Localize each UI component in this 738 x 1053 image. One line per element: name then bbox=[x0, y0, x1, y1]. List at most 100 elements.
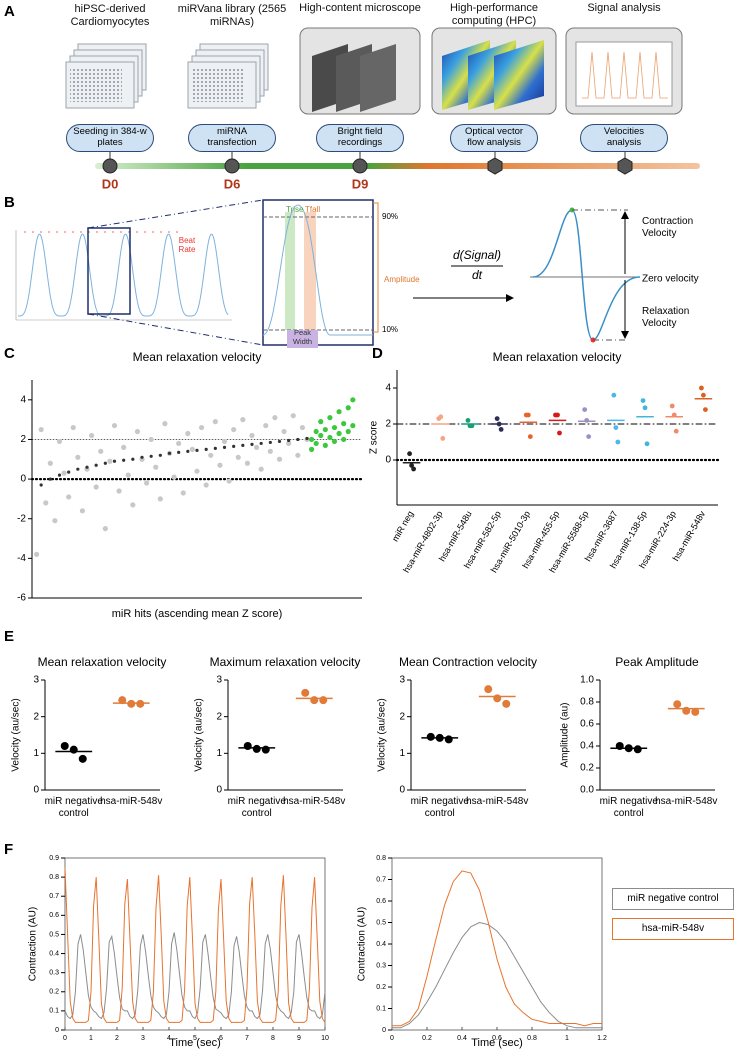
y-tick-label: 0.8 bbox=[580, 697, 594, 708]
action-pill-box: Bright field recordings bbox=[316, 124, 404, 152]
x-tick-label: 1.2 bbox=[597, 1035, 607, 1042]
y-tick-label: 0 bbox=[33, 785, 39, 796]
point bbox=[557, 430, 562, 436]
y-tick-label: 0 bbox=[399, 785, 405, 796]
point bbox=[203, 482, 209, 488]
step-title: Signal analysis bbox=[587, 2, 661, 14]
x-tick-label-box: miR negative control bbox=[600, 796, 658, 819]
step-title: hiPSC-derived Cardiomyocytes bbox=[70, 3, 150, 28]
point bbox=[131, 457, 135, 461]
point bbox=[118, 696, 127, 705]
point bbox=[195, 448, 199, 452]
microscope-images bbox=[312, 44, 396, 112]
x-tick-label-box: miR negative control bbox=[227, 796, 286, 819]
y-tick-label: 0.7 bbox=[49, 893, 59, 900]
x-tick-label: 3 bbox=[141, 1035, 145, 1042]
point bbox=[318, 419, 324, 425]
point bbox=[157, 496, 163, 502]
step-title: High-content microscope bbox=[299, 2, 421, 14]
point bbox=[186, 449, 190, 453]
point bbox=[582, 407, 588, 412]
x-tick-label: hsa-miR-548v bbox=[655, 796, 718, 807]
point bbox=[313, 428, 319, 435]
x-tick-label-box: hsa-miR-548v bbox=[283, 796, 345, 807]
formula: d(Signal) bbox=[453, 248, 501, 262]
point bbox=[261, 745, 270, 754]
x-tick-label: 4 bbox=[167, 1035, 171, 1042]
point bbox=[633, 745, 642, 754]
panel-a-art bbox=[65, 27, 700, 175]
point bbox=[308, 446, 315, 452]
point bbox=[341, 421, 347, 427]
x-tick-label-box: miR negative control bbox=[411, 796, 469, 819]
y-tick-label: 0.5 bbox=[376, 919, 386, 926]
action-pill: Velocities analysis bbox=[580, 124, 668, 152]
point bbox=[411, 466, 416, 472]
point bbox=[263, 422, 269, 429]
y-tick-label: 1.0 bbox=[580, 675, 594, 686]
point bbox=[318, 432, 324, 439]
panel-label: A bbox=[4, 3, 15, 20]
point bbox=[438, 414, 444, 420]
x-tick-label: miR neg bbox=[390, 509, 415, 543]
x-axis-label: Time (sec) bbox=[169, 1037, 221, 1049]
point bbox=[444, 735, 453, 744]
point bbox=[642, 405, 648, 411]
point bbox=[258, 466, 264, 472]
point bbox=[167, 451, 172, 455]
point bbox=[122, 458, 126, 462]
point bbox=[494, 416, 500, 421]
point bbox=[272, 415, 278, 421]
point bbox=[102, 526, 108, 532]
y-tick-label: 2 bbox=[20, 434, 26, 445]
point bbox=[143, 480, 150, 486]
point bbox=[267, 448, 273, 454]
y-tick-label: 0.2 bbox=[580, 763, 594, 774]
y-tick-label: -6 bbox=[17, 593, 26, 604]
point bbox=[158, 453, 162, 457]
point bbox=[586, 434, 592, 439]
point bbox=[673, 700, 682, 709]
point bbox=[79, 508, 86, 514]
point bbox=[409, 463, 414, 468]
y-tick-label: 4 bbox=[385, 383, 391, 394]
point bbox=[103, 461, 107, 465]
y-axis-label: Amplitude (au) bbox=[560, 702, 571, 767]
point bbox=[88, 432, 95, 439]
point bbox=[615, 439, 621, 445]
signal-thumbnail-line bbox=[582, 51, 668, 99]
step-title-box: miRVana library (2565 miRNAs) bbox=[178, 3, 286, 28]
point bbox=[295, 452, 301, 458]
point bbox=[235, 454, 241, 460]
point bbox=[75, 454, 81, 460]
y-tick-label: 0.4 bbox=[580, 741, 594, 752]
day-label: D6 bbox=[224, 176, 241, 191]
y-tick-label: 0.0 bbox=[580, 785, 594, 796]
panel-label: F bbox=[4, 841, 13, 858]
velocity-label-box: Contraction Velocity bbox=[642, 216, 694, 239]
point bbox=[253, 444, 260, 450]
x-tick-label: 6 bbox=[219, 1035, 223, 1042]
velocity-label: Contraction Velocity bbox=[642, 216, 694, 239]
panel-label: D bbox=[372, 345, 383, 362]
point bbox=[691, 707, 700, 716]
x-tick-label: 7 bbox=[245, 1035, 249, 1042]
point bbox=[286, 440, 292, 447]
x-tick-label: miR negative control bbox=[227, 796, 286, 819]
point bbox=[305, 436, 309, 441]
point bbox=[107, 458, 113, 464]
step-title-box: High-performance computing (HPC) bbox=[450, 2, 538, 27]
point bbox=[121, 444, 127, 450]
point bbox=[213, 446, 217, 450]
panel-b-art bbox=[15, 199, 641, 348]
point bbox=[204, 447, 208, 451]
chart-title: Maximum relaxation velocity bbox=[210, 655, 361, 669]
point bbox=[259, 441, 263, 446]
legend-item: hsa-miR-548v bbox=[612, 918, 734, 940]
step-title-box: Signal analysis bbox=[587, 2, 661, 14]
point bbox=[345, 405, 351, 411]
chart-title: Mean relaxation velocity bbox=[133, 350, 262, 364]
point bbox=[465, 418, 471, 423]
y-tick-label: -4 bbox=[17, 553, 26, 564]
point bbox=[194, 468, 200, 474]
